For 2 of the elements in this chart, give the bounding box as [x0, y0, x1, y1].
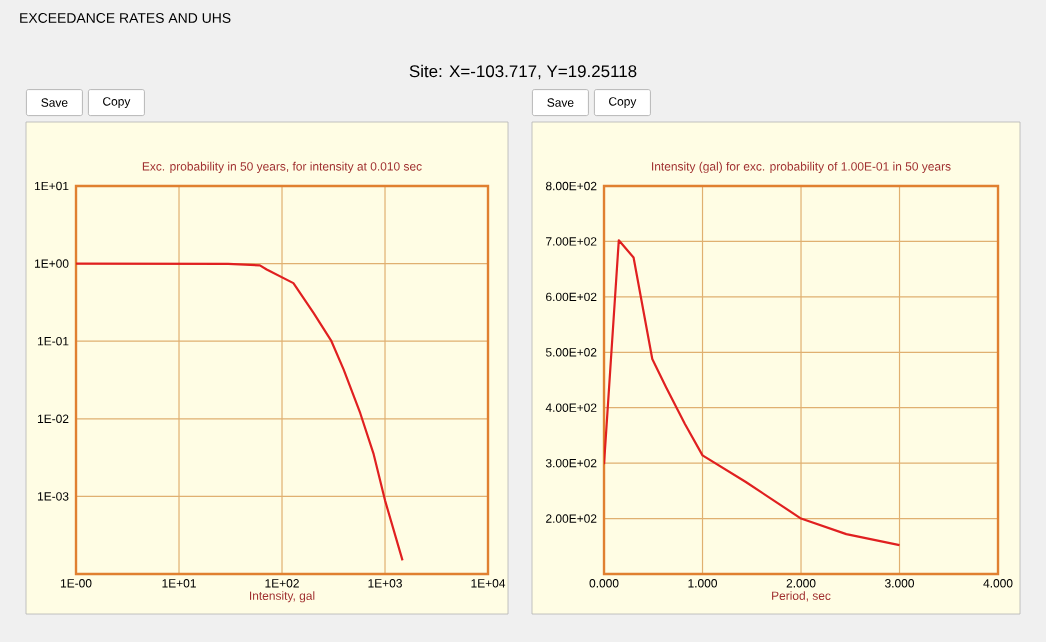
text: Site: X=-103.717, Y=19.25118: [409, 64, 637, 80]
line-series: [604, 239, 901, 547]
